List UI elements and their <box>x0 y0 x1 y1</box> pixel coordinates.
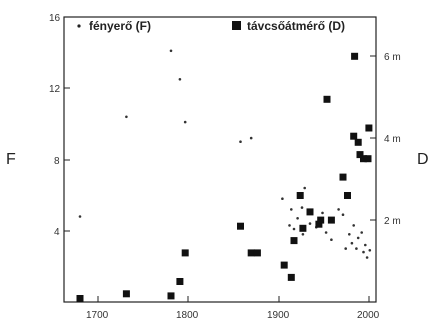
brightness-point <box>360 231 364 234</box>
aperture-point <box>315 220 323 228</box>
brightness-point <box>368 249 372 252</box>
aperture-point <box>327 216 335 224</box>
x-tick-label-1900: 1900 <box>267 310 290 321</box>
legend-marker-brightness <box>77 24 81 28</box>
right-tick-label-4m: 4 m <box>384 134 401 145</box>
brightness-point <box>352 224 356 227</box>
left-axis: 16 12 8 4 F <box>6 13 70 238</box>
brightness-point <box>341 213 345 216</box>
right-axis: 6 m 4 m 2 m D <box>370 52 429 227</box>
brightness-point <box>281 197 284 200</box>
brightness-point <box>337 208 340 211</box>
brightness-point <box>348 233 351 236</box>
left-tick-label-8: 8 <box>54 156 60 167</box>
aperture-point <box>237 222 244 230</box>
aperture-point <box>339 173 347 181</box>
aperture-point <box>287 273 295 281</box>
x-tick-label-2000: 2000 <box>357 310 380 321</box>
brightness-point <box>303 186 307 190</box>
brightness-point <box>355 247 358 250</box>
legend-label-aperture: távcsőátmérő (D) <box>247 19 345 33</box>
aperture-point <box>351 52 359 60</box>
brightness-point <box>178 78 182 81</box>
brightness-point <box>239 140 242 143</box>
brightness-point <box>364 243 367 247</box>
aperture-point <box>317 216 325 224</box>
left-axis-label: F <box>6 151 16 168</box>
aperture-point <box>280 261 288 269</box>
right-axis-label: D <box>417 151 429 168</box>
aperture-point <box>176 278 184 285</box>
legend-label-brightness: fényerő (F) <box>89 19 151 33</box>
aperture-point <box>299 224 307 232</box>
brightness-point <box>344 247 348 250</box>
brightness-point <box>125 115 128 119</box>
aperture-point <box>76 295 84 302</box>
brightness-point <box>365 256 369 259</box>
right-tick-label-6m: 6 m <box>384 52 401 63</box>
brightness-point <box>78 215 82 218</box>
aperture-point <box>122 290 130 298</box>
legend: fényerő (F) távcsőátmérő (D) <box>77 19 345 33</box>
brightness-point <box>356 236 360 240</box>
aperture-point <box>253 249 261 257</box>
aperture-point <box>354 138 362 146</box>
brightness-point <box>292 227 296 231</box>
brightness-point <box>324 231 328 234</box>
aperture-point <box>181 249 189 257</box>
brightness-point <box>290 208 293 211</box>
aperture-point <box>344 192 351 199</box>
aperture-point <box>290 237 298 245</box>
brightness-point <box>169 49 173 53</box>
x-axis: 1700 1800 1900 2000 <box>86 296 380 321</box>
right-tick-label-2m: 2 m <box>384 216 401 227</box>
left-tick-label-16: 16 <box>49 13 61 24</box>
brightness-point <box>288 224 291 227</box>
aperture-point <box>364 155 372 163</box>
x-tick-label-1700: 1700 <box>86 310 109 321</box>
aperture-point <box>247 249 255 257</box>
aperture-point <box>167 292 175 300</box>
brightness-point <box>296 217 299 220</box>
aperture-point <box>296 192 304 199</box>
brightness-point <box>330 238 333 241</box>
left-tick-label-12: 12 <box>49 84 61 95</box>
x-tick-label-1800: 1800 <box>176 310 199 321</box>
aperture-point <box>365 124 373 132</box>
brightness-point <box>308 222 312 225</box>
plot-frame <box>63 16 377 303</box>
legend-marker-aperture <box>232 21 241 30</box>
aperture-point <box>360 155 367 163</box>
brightness-point <box>249 136 253 140</box>
brightness-point <box>321 211 324 215</box>
aperture-point <box>306 208 314 216</box>
aperture-point <box>350 132 358 140</box>
aperture-point <box>323 95 331 103</box>
aperture-point <box>356 151 364 159</box>
brightness-point <box>350 241 354 245</box>
brightness-point <box>301 233 305 236</box>
data-marks <box>76 49 373 302</box>
brightness-point <box>183 120 187 124</box>
left-tick-label-4: 4 <box>54 227 60 238</box>
brightness-point <box>362 250 365 254</box>
brightness-point <box>300 206 304 209</box>
